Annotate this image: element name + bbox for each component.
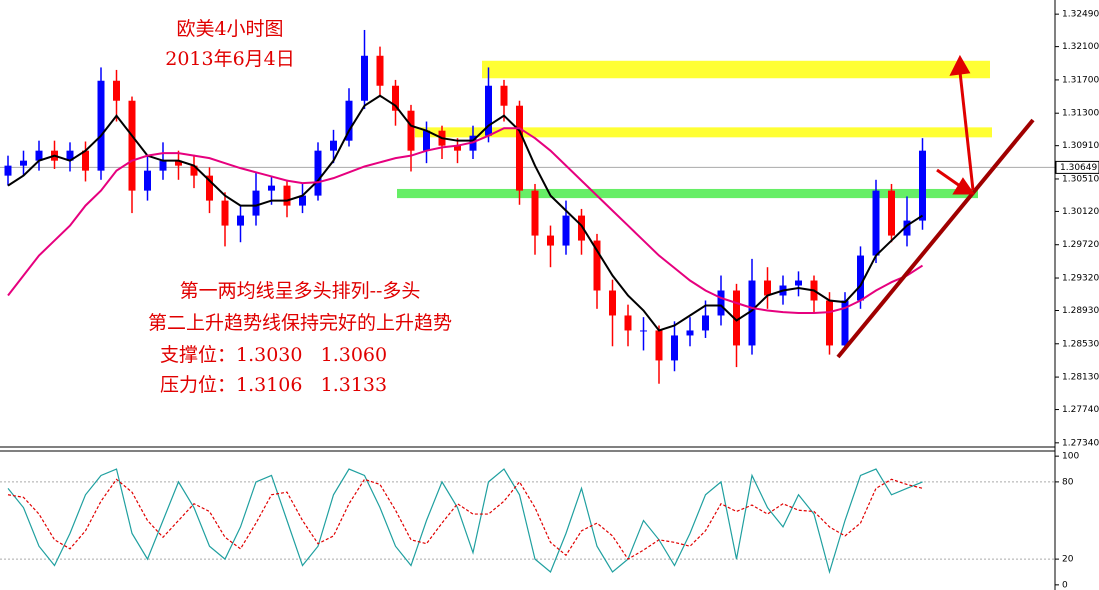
- candle-body: [826, 300, 833, 346]
- y-tick-label: 100: [1062, 452, 1079, 462]
- moving-average: [7, 127, 924, 314]
- y-tick-label: 1.31300: [1062, 109, 1099, 119]
- candle-body: [857, 255, 864, 301]
- candle-body: [97, 80, 105, 171]
- candle-body: [671, 335, 678, 361]
- candle-body: [547, 235, 554, 246]
- annotation: 第一两均线呈多头排列--多头: [180, 280, 421, 302]
- oscillator-line: [7, 478, 923, 560]
- candle-body: [423, 130, 430, 151]
- candle-body: [144, 170, 151, 191]
- candle-body: [640, 330, 647, 332]
- y-tick-label: 1.30510: [1062, 174, 1099, 184]
- candle-body: [113, 80, 120, 101]
- y-tick-label: 1.29720: [1062, 240, 1099, 250]
- candle-body: [578, 215, 585, 241]
- arrow-head: [952, 177, 975, 195]
- candle-body: [268, 185, 275, 191]
- moving-average: [7, 94, 924, 332]
- candle-body: [516, 105, 523, 191]
- candle-body: [903, 220, 911, 236]
- candle-body: [593, 240, 601, 291]
- candle-body: [609, 290, 616, 316]
- candle-body: [237, 215, 244, 226]
- y-tick-label: 1.31700: [1062, 75, 1099, 85]
- candle-body: [4, 165, 12, 176]
- current-price-label: 1.30649: [1060, 163, 1097, 173]
- y-tick-label: 1.30910: [1062, 141, 1099, 151]
- arrow: [936, 168, 961, 188]
- y-tick-label: 1.27340: [1062, 438, 1099, 448]
- candle-body: [128, 100, 136, 191]
- candle-body: [175, 160, 182, 166]
- candle-body: [717, 290, 725, 316]
- candle-body: [159, 160, 167, 171]
- y-tick-label: 1.28130: [1062, 373, 1099, 383]
- candle-body: [66, 150, 74, 161]
- oscillator-line: [7, 468, 923, 575]
- y-tick-label: 80: [1062, 477, 1074, 487]
- arrow-head: [949, 54, 971, 76]
- y-tick-label: 1.28930: [1062, 306, 1099, 316]
- y-tick-label: 1.28530: [1062, 339, 1099, 349]
- zone: [397, 188, 978, 199]
- candle-body: [562, 215, 570, 246]
- candle-body: [206, 175, 213, 201]
- candle-body: [345, 100, 353, 141]
- annotation: 支撑位：1.3030 1.3060: [160, 344, 387, 366]
- candle-body: [20, 160, 27, 166]
- candle-body: [888, 190, 895, 236]
- y-tick-label: 1.30120: [1062, 207, 1099, 217]
- candle-body: [702, 315, 709, 331]
- candle-body: [748, 280, 756, 346]
- candle-body: [314, 150, 322, 196]
- candle-body: [733, 290, 740, 346]
- candle-body: [392, 85, 399, 111]
- candle-body: [872, 190, 880, 256]
- arrow: [958, 71, 975, 191]
- candle-body: [531, 190, 539, 236]
- candle-body: [221, 200, 229, 226]
- candle-body: [454, 145, 461, 151]
- y-tick-label: 1.29320: [1062, 274, 1099, 284]
- candle-body: [841, 300, 849, 346]
- plot: [0, 29, 1055, 384]
- y-tick-label: 1.32100: [1062, 42, 1099, 52]
- candle-body: [330, 140, 337, 151]
- candle-body: [500, 85, 508, 106]
- candle-body: [655, 330, 663, 361]
- candle-body: [485, 85, 492, 136]
- candle-body: [299, 195, 306, 206]
- y-tick-label: 20: [1062, 555, 1074, 565]
- chart-title: 欧美4小时图: [176, 18, 283, 40]
- zone: [482, 60, 990, 79]
- zones: [397, 60, 992, 199]
- y-tick-label: 0: [1062, 580, 1068, 590]
- y-tick-label: 1.32490: [1062, 10, 1099, 20]
- candle-body: [283, 185, 291, 206]
- annotation: 第二上升趋势线保持完好的上升趋势: [148, 312, 452, 334]
- candle-body: [82, 150, 89, 171]
- candle-body: [919, 150, 926, 221]
- candle-body: [795, 280, 802, 286]
- arrows: [936, 54, 975, 195]
- candle-body: [361, 55, 368, 101]
- candle-body: [407, 110, 415, 151]
- candle-body: [190, 165, 198, 176]
- chart-subtitle: 2013年6月4日: [165, 48, 295, 70]
- trend-line: [836, 118, 1035, 359]
- candle-body: [35, 150, 43, 161]
- current-price-box: [1055, 160, 1099, 174]
- y-tick-label: 1.27740: [1062, 405, 1099, 415]
- candle-body: [252, 190, 260, 216]
- candle-body: [764, 280, 771, 296]
- candle-body: [624, 315, 632, 331]
- zone: [415, 127, 992, 138]
- candle-body: [686, 330, 694, 336]
- annotation: 压力位：1.3106 1.3133: [160, 374, 387, 396]
- candle-body: [376, 55, 384, 86]
